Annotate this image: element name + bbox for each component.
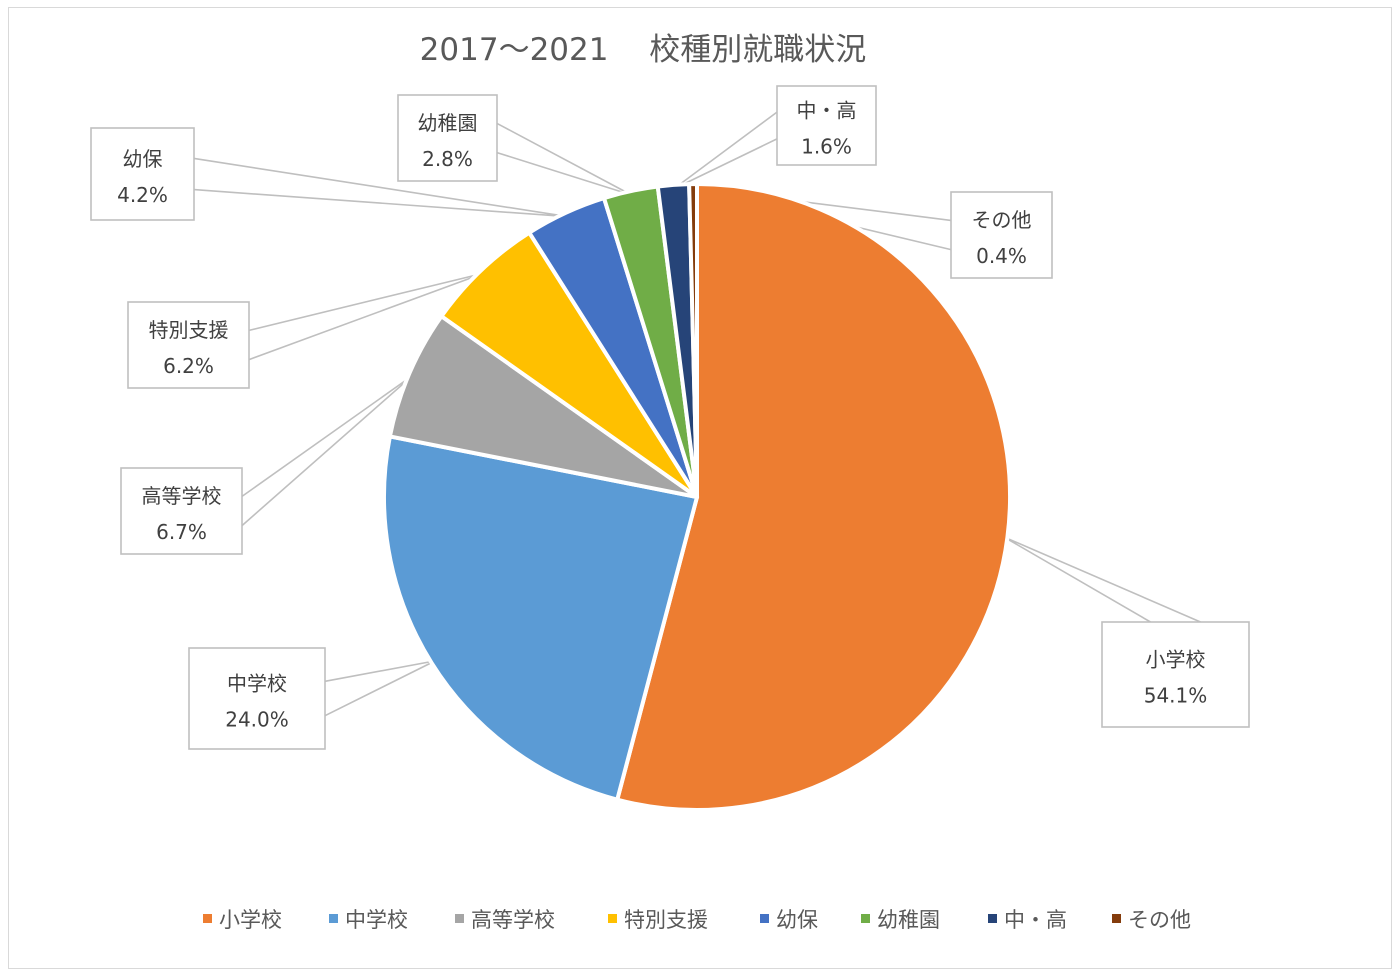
legend-label: 高等学校 (471, 908, 555, 932)
data-label-category: 中・高 (797, 99, 857, 123)
callout-box (1101, 621, 1250, 728)
legend-entry-1: 小学校 (203, 908, 282, 932)
legend-entry-4: 特別支援 (608, 908, 708, 932)
legend-swatch (608, 914, 617, 923)
legend-label: 幼保 (776, 908, 818, 932)
legend-entry-3: 高等学校 (455, 908, 555, 932)
data-label-category: 特別支援 (149, 318, 229, 342)
callout-leader-6 (496, 122, 632, 196)
data-label-8: その他 0.4% (950, 191, 1053, 279)
legend-swatch (760, 914, 769, 923)
data-label-value: 2.8% (422, 147, 473, 171)
pie-slice-4 (439, 230, 699, 499)
data-label-category: 幼稚園 (418, 111, 478, 135)
legend-label: その他 (1128, 908, 1191, 932)
legend-swatch (329, 914, 338, 923)
data-label-value: 54.1% (1144, 684, 1208, 708)
callout-box (90, 127, 195, 221)
callout-leader-5 (193, 157, 568, 218)
data-label-value: 4.2% (117, 183, 168, 207)
callout-box (188, 647, 326, 750)
legend-label: 中学校 (345, 908, 408, 932)
data-label-category: 小学校 (1146, 648, 1206, 672)
callout-leader-7 (673, 111, 778, 190)
callout-leader-2 (324, 660, 436, 717)
data-label-4: 特別支援 6.2% (127, 301, 250, 389)
pie-slice-8 (687, 182, 699, 499)
data-label-category: 幼保 (123, 147, 163, 171)
callout-box (127, 301, 250, 389)
data-label-callouts: 小学校 54.1% 中学校 24.0% 高等学校 6.7% 特別支援 6.2% 幼保 4.2% 幼稚… (90, 85, 1250, 750)
pie-slice-2 (382, 434, 699, 802)
legend-swatch (988, 914, 997, 923)
legend-swatch (1112, 914, 1121, 923)
data-label-6: 幼稚園 2.8% (397, 94, 498, 182)
data-label-5: 幼保 4.2% (90, 127, 195, 221)
data-label-category: 中学校 (227, 672, 287, 696)
pie-slice-1 (615, 182, 1012, 812)
legend-label: 幼稚園 (877, 908, 940, 932)
callout-box (120, 467, 243, 555)
legend-label: 特別支援 (624, 908, 708, 932)
legend: 小学校 中学校 高等学校 特別支援 幼保 幼稚園 中・高 その他 (203, 908, 1191, 932)
data-label-2: 中学校 24.0% (188, 647, 326, 750)
legend-entry-6: 幼稚園 (861, 908, 940, 932)
callout-box (950, 191, 1053, 279)
legend-swatch (455, 914, 464, 923)
data-label-value: 1.6% (801, 135, 852, 159)
legend-swatch (861, 914, 870, 923)
legend-label: 小学校 (219, 908, 282, 932)
data-label-category: その他 (972, 208, 1032, 232)
pie-slice-3 (387, 314, 699, 499)
legend-entry-5: 幼保 (760, 908, 818, 932)
data-label-1: 小学校 54.1% (1101, 621, 1250, 728)
legend-entry-8: その他 (1112, 908, 1191, 932)
data-label-category: 高等学校 (142, 484, 222, 508)
data-label-3: 高等学校 6.7% (120, 467, 243, 555)
data-label-value: 0.4% (976, 244, 1027, 268)
data-label-value: 24.0% (225, 708, 289, 732)
legend-entry-7: 中・高 (988, 908, 1067, 932)
data-label-7: 中・高 1.6% (776, 85, 877, 166)
pie-slices (382, 182, 1012, 812)
callout-box (397, 94, 498, 182)
legend-entry-2: 中学校 (329, 908, 408, 932)
legend-label: 中・高 (1004, 908, 1067, 932)
chart-title: 2017～2021 校種別就職状況 (420, 32, 867, 68)
callout-box (776, 85, 877, 166)
legend-swatch (203, 914, 212, 923)
data-label-value: 6.2% (163, 354, 214, 378)
data-label-value: 6.7% (156, 520, 207, 544)
callout-leader-1 (1002, 535, 1201, 623)
